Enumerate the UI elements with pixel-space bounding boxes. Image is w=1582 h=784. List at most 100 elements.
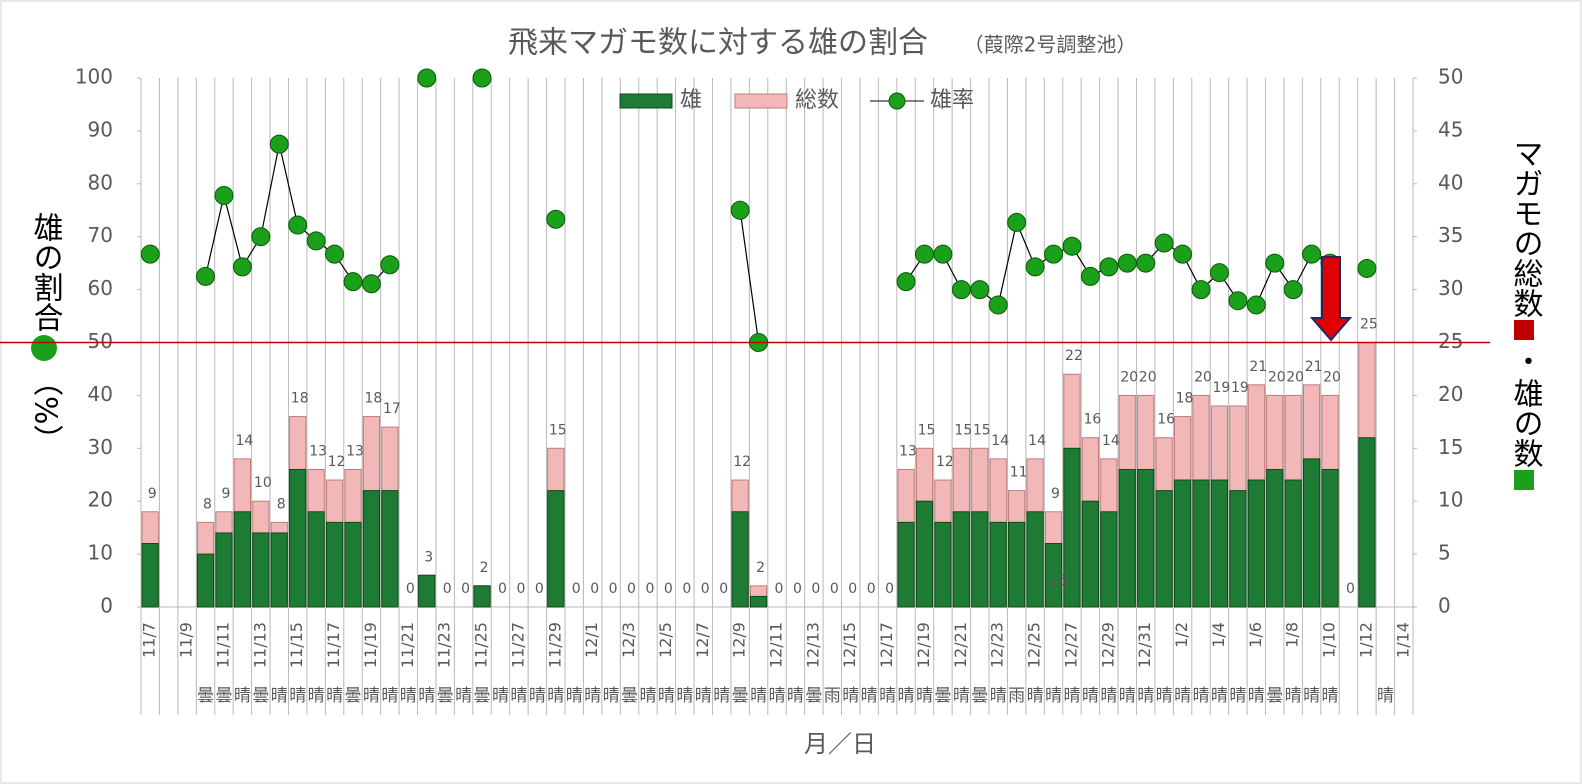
y2-tick-label: 20 (1438, 382, 1463, 406)
y2-axis-title-icon-2 (1514, 470, 1534, 490)
x-tick-label: 12/3 (619, 622, 638, 658)
weather-label: 晴 (1027, 686, 1044, 706)
bar (989, 521, 1007, 608)
bar (749, 595, 768, 608)
weather-label: 晴 (750, 686, 767, 706)
x-tick-label: 12/17 (877, 622, 896, 668)
weather-label: 曇 (345, 686, 362, 706)
bar (1118, 468, 1136, 608)
bar (1026, 511, 1044, 608)
point (417, 68, 437, 88)
weather-label: 曇 (934, 686, 951, 706)
weather-label: 晴 (1303, 686, 1320, 706)
weather-label: 曇 (252, 686, 269, 706)
bar (1155, 490, 1173, 608)
weather-label: 晴 (603, 686, 620, 706)
data-label: 0 (775, 581, 784, 597)
y2-axis-title-2: 雄の数 (1508, 378, 1544, 468)
weather-label: 晴 (695, 686, 712, 706)
weather-label: 晴 (861, 686, 878, 706)
y-tick-label: 90 (88, 117, 113, 141)
bar (952, 511, 970, 608)
weather-label: 晴 (990, 686, 1007, 706)
data-label: 12 (936, 454, 954, 470)
data-label: 19 (1213, 380, 1231, 396)
data-label: 0 (1346, 581, 1355, 597)
weather-label: 晴 (658, 686, 675, 706)
legend-label: 雄 (680, 88, 702, 113)
point (951, 280, 971, 300)
weather-label: 雨 (824, 686, 841, 706)
x-tick-label: 11/27 (508, 622, 527, 668)
data-label: 14 (235, 433, 253, 449)
chart-subtitle: （葭際2号調整池） (964, 33, 1137, 57)
weather-label: 晴 (271, 686, 288, 706)
y2-tick-label: 10 (1438, 488, 1463, 512)
x-tick-label: 12/5 (656, 622, 675, 658)
weather-label: 曇 (1266, 686, 1283, 706)
weather-label: 曇 (197, 686, 214, 706)
bar (897, 521, 915, 608)
point (1246, 295, 1266, 315)
point (1209, 263, 1229, 283)
weather-label: 晴 (1174, 686, 1191, 706)
weather-label: 晴 (1119, 686, 1136, 706)
x-tick-label: 1/12 (1356, 622, 1375, 658)
legend-label: 総数 (795, 88, 839, 113)
weather-label: 晴 (1285, 686, 1302, 706)
y-axis-title: 雄の割合 (28, 212, 64, 332)
y-tick-label: 40 (88, 382, 113, 406)
data-label: 0 (516, 581, 525, 597)
y2-axis-title: マガモの総数 (1508, 138, 1543, 318)
y2-tick-label: 30 (1438, 276, 1463, 300)
point (214, 185, 234, 205)
data-label: 19 (1231, 380, 1249, 396)
y-tick-label: 20 (88, 488, 113, 512)
point (1191, 280, 1211, 300)
point (325, 244, 345, 264)
bar (1100, 511, 1118, 608)
x-tick-label: 11/13 (250, 622, 269, 668)
x-tick-label: 1/6 (1246, 622, 1265, 648)
y2-tick-label: 45 (1438, 117, 1463, 141)
point (1062, 236, 1082, 256)
y-axis-unit: （%） (28, 366, 64, 455)
data-label: 9 (221, 486, 230, 502)
weather-label: 晴 (898, 686, 915, 706)
data-label: 8 (277, 496, 286, 512)
data-label: 0 (627, 581, 636, 597)
bar (215, 532, 233, 608)
bar (915, 500, 934, 608)
x-tick-label: 1/4 (1209, 622, 1228, 648)
y2-tick-label: 35 (1438, 223, 1463, 247)
bar (1302, 458, 1321, 608)
data-label: 0 (830, 581, 839, 597)
x-tick-label: 12/7 (693, 622, 712, 658)
point (1025, 257, 1045, 277)
weather-label: 晴 (529, 686, 546, 706)
weather-label: 晴 (584, 686, 601, 706)
point (196, 266, 216, 286)
bar (381, 490, 399, 608)
x-axis-title: 月／日 (804, 730, 876, 758)
data-label: 0 (443, 581, 452, 597)
weather-label: 晴 (381, 686, 398, 706)
data-label: 21 (1305, 359, 1323, 375)
bar (971, 511, 989, 608)
bar (1321, 468, 1339, 608)
x-tick-label: 11/15 (287, 622, 306, 668)
y2-tick-label: 50 (1438, 65, 1463, 89)
x-tick-label: 12/19 (914, 622, 933, 668)
weather-label: 晴 (1211, 686, 1228, 706)
data-label: 17 (383, 401, 401, 417)
y-tick-label: 50 (88, 329, 113, 353)
weather-label: 曇 (621, 686, 638, 706)
y-axis-title-icon (31, 335, 57, 361)
bar (1229, 490, 1247, 608)
bar (1358, 437, 1376, 608)
data-label: 18 (1176, 391, 1194, 407)
legend-swatch (619, 93, 673, 109)
data-label: 3 (424, 549, 433, 565)
x-tick-label: 11/29 (545, 622, 564, 668)
data-label: 0 (535, 581, 544, 597)
